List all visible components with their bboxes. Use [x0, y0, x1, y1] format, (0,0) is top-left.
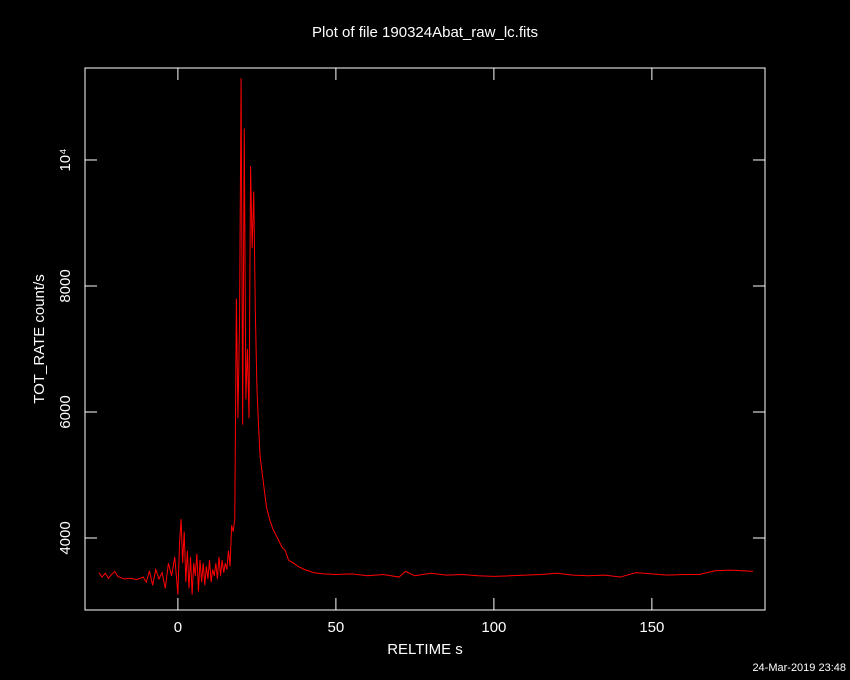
chart-title: Plot of file 190324Abat_raw_lc.fits: [312, 24, 538, 41]
plot-frame: [84, 67, 766, 611]
x-tick-label: 150: [639, 619, 664, 636]
x-tick-label: 50: [328, 619, 345, 636]
x-axis-label: RELTIME s: [387, 641, 463, 658]
y-tick-label: 8000: [57, 269, 74, 302]
y-tick-label: 4000: [57, 521, 74, 554]
light-curve: [98, 78, 754, 595]
y-tick-label: 6000: [57, 395, 74, 428]
x-tick-label: 100: [481, 619, 506, 636]
x-tick-label: 0: [174, 619, 182, 636]
timestamp: 24-Mar-2019 23:48: [752, 662, 846, 674]
y-axis-label: TOT_RATE count/s: [31, 274, 48, 404]
y-tick-label: 10⁴: [57, 148, 74, 171]
